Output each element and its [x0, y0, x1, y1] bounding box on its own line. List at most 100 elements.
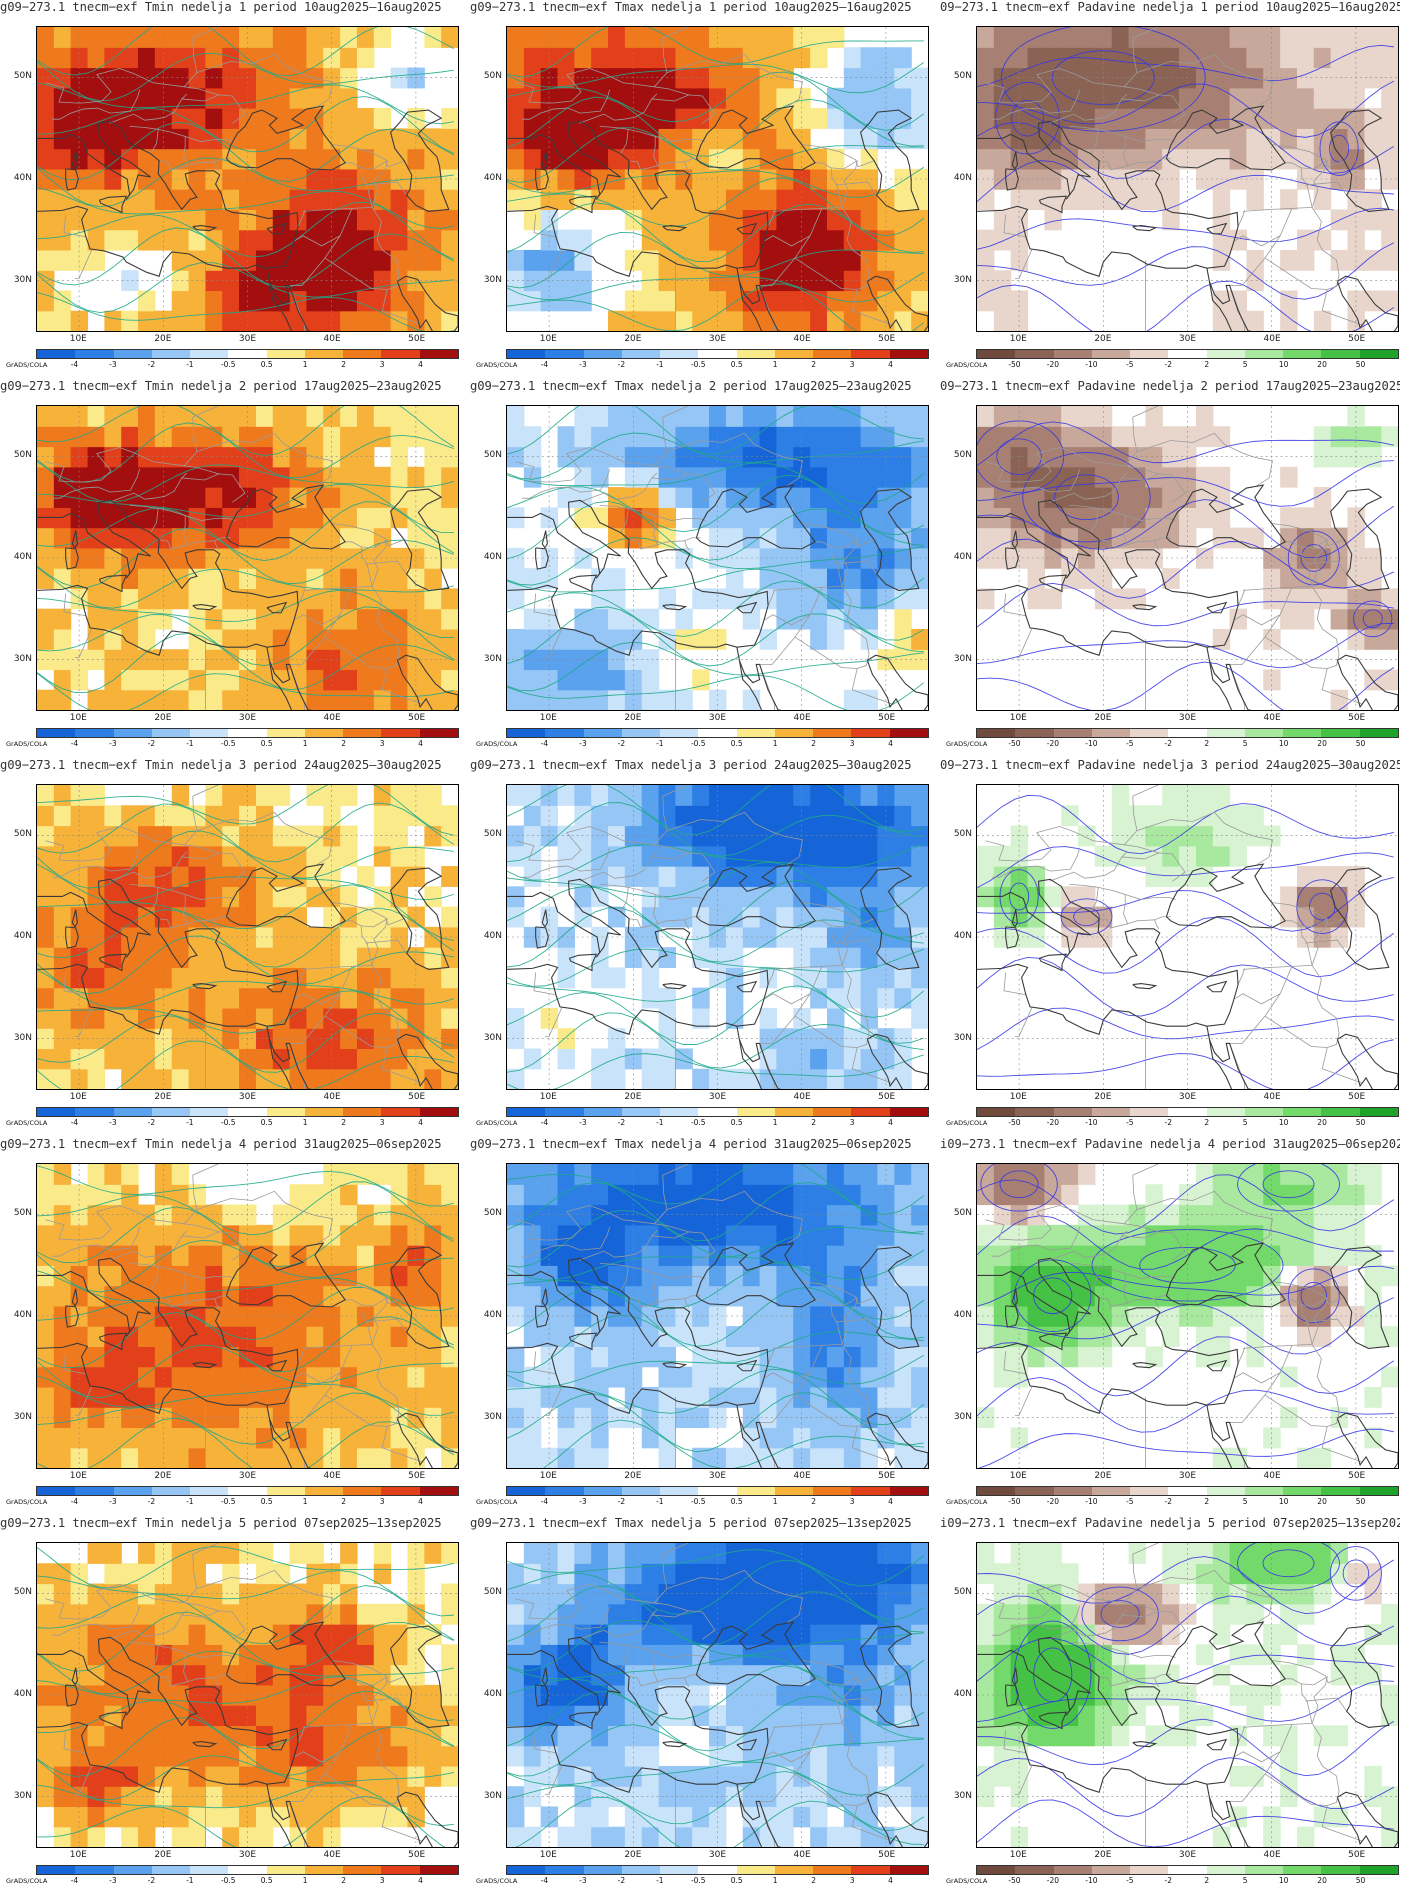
latitude-label: 30N	[953, 275, 972, 285]
longitude-label: 50E	[408, 713, 426, 723]
colorbar-tick-label: 5	[1242, 1118, 1248, 1127]
colorbar-swatch	[190, 1108, 229, 1116]
colorbar-tick-label: 4	[418, 739, 423, 748]
colorbar-swatch	[1015, 1487, 1054, 1495]
colorbar-tick-label: -2	[1164, 1876, 1173, 1885]
map-panel: g09−273.1 tnecm−exf Tmax nedelja 5 perio…	[470, 1516, 935, 1891]
colorbar-swatch	[507, 1487, 546, 1495]
colorbar-swatch	[1244, 1487, 1284, 1495]
latitude-label: 50N	[953, 71, 972, 81]
colorbar-swatch	[545, 1866, 584, 1874]
colorbar	[36, 349, 459, 359]
map-plot	[506, 1542, 929, 1848]
latitude-label: 40N	[13, 173, 32, 183]
contour-lines	[507, 406, 925, 710]
longitude-label: 40E	[323, 713, 341, 723]
colorbar-swatch	[851, 729, 890, 737]
latitude-label: 50N	[953, 1208, 972, 1218]
colorbar-swatch	[977, 729, 1016, 737]
colorbar-swatch	[37, 1487, 76, 1495]
graticule	[977, 785, 1398, 1089]
map-plot	[976, 1542, 1399, 1848]
colorbar-tick-label: -3	[579, 360, 587, 369]
colorbar-tick-label: -1	[656, 1497, 664, 1506]
panel-title: 09−273.1 tnecm−exf Padavine nedelja 3 pe…	[940, 758, 1400, 772]
longitude-label: 10E	[539, 1092, 557, 1102]
colorbar	[976, 728, 1399, 738]
colorbar-tick-label: 5	[1242, 739, 1248, 748]
colorbar-tick-label: -10	[1085, 360, 1098, 369]
colorbar-tick-label: -4	[70, 739, 79, 748]
colorbar-tick-label: -0.5	[220, 360, 236, 369]
colorbar-swatch	[621, 1866, 661, 1874]
latitude-label: 50N	[483, 829, 502, 839]
graticule	[507, 785, 928, 1089]
colorbar-swatch	[774, 1108, 814, 1116]
longitude-label: 40E	[1263, 334, 1281, 344]
colorbar-swatch	[1283, 350, 1322, 358]
colorbar-swatch	[228, 350, 267, 358]
latitude-label: 30N	[953, 1412, 972, 1422]
colorbar-tick-label: 10	[1278, 360, 1289, 369]
colorbar-labels: -4 -3 -2 -1 -0.5 0.5 1 2 3 4	[506, 1118, 929, 1130]
colorbar-swatch	[545, 1108, 584, 1116]
colorbar-swatch	[304, 1108, 344, 1116]
panel-title: g09−273.1 tnecm−exf Tmin nedelja 1 perio…	[0, 0, 442, 14]
colorbar-swatch	[736, 1487, 775, 1495]
country-borders	[515, 1164, 892, 1468]
longitude-label: 10E	[1009, 334, 1027, 344]
colorbar-tick-label: -1	[186, 360, 194, 369]
longitude-label: 40E	[793, 1471, 811, 1481]
country-borders	[515, 406, 892, 710]
latitude-label: 40N	[483, 1310, 502, 1320]
longitude-label: 40E	[1263, 1471, 1281, 1481]
colorbar-tick-label: -4	[70, 360, 79, 369]
colorbar-swatch	[1130, 729, 1169, 737]
coastlines	[977, 105, 1398, 331]
longitude-label: 40E	[1263, 1850, 1281, 1860]
colorbar-swatch	[304, 350, 344, 358]
colorbar-tick-label: -2	[617, 1118, 626, 1127]
colorbar-swatch	[343, 1487, 382, 1495]
grads-credit: GrADS/COLA	[946, 1498, 988, 1506]
colorbar-tick-label: -2	[1164, 1118, 1173, 1127]
colorbar-tick-label: 50	[1355, 739, 1366, 748]
colorbar-swatch	[1053, 1108, 1092, 1116]
colorbar-tick-label: 2	[811, 360, 817, 369]
map-plot	[976, 405, 1399, 711]
colorbar-swatch	[75, 1108, 114, 1116]
colorbar-swatch	[736, 729, 775, 737]
country-borders	[45, 1164, 422, 1468]
colorbar-tick-label: -10	[1085, 739, 1098, 748]
longitude-label: 40E	[323, 1092, 341, 1102]
colorbar-tick-label: 0.5	[260, 360, 273, 369]
longitude-label: 20E	[624, 713, 642, 723]
colorbar-swatch	[113, 1866, 152, 1874]
colorbar-labels: -4 -3 -2 -1 -0.5 0.5 1 2 3 4	[506, 360, 929, 372]
coastlines	[977, 1621, 1398, 1847]
colorbar-tick-label: 4	[888, 1497, 893, 1506]
colorbar-swatch	[1091, 350, 1131, 358]
colorbar-tick-label: 50	[1355, 360, 1366, 369]
longitude-label: 20E	[154, 1471, 172, 1481]
coastlines	[37, 863, 458, 1089]
country-borders	[515, 785, 892, 1089]
colorbar-tick-label: 2	[341, 360, 347, 369]
map-plot	[36, 26, 459, 332]
latitude-label: 30N	[13, 1412, 32, 1422]
contour-lines	[507, 1549, 925, 1847]
panel-title: g09−273.1 tnecm−exf Tmin nedelja 4 perio…	[0, 1137, 442, 1151]
grads-credit: GrADS/COLA	[6, 1498, 48, 1506]
coastlines	[507, 105, 928, 331]
map-panel: i09−273.1 tnecm−exf Padavine nedelja 4 p…	[940, 1137, 1405, 1512]
colorbar-tick-label: 4	[418, 1118, 423, 1127]
colorbar-tick-label: 3	[849, 1118, 855, 1127]
colorbar-swatch	[113, 350, 152, 358]
longitude-label: 10E	[69, 334, 87, 344]
colorbar-swatch	[381, 1487, 420, 1495]
map-plot	[36, 784, 459, 1090]
colorbar-swatch	[698, 729, 737, 737]
colorbar-tick-label: 20	[1317, 1118, 1327, 1127]
colorbar-tick-label: 0.5	[260, 1118, 273, 1127]
colorbar-swatch	[1244, 729, 1284, 737]
